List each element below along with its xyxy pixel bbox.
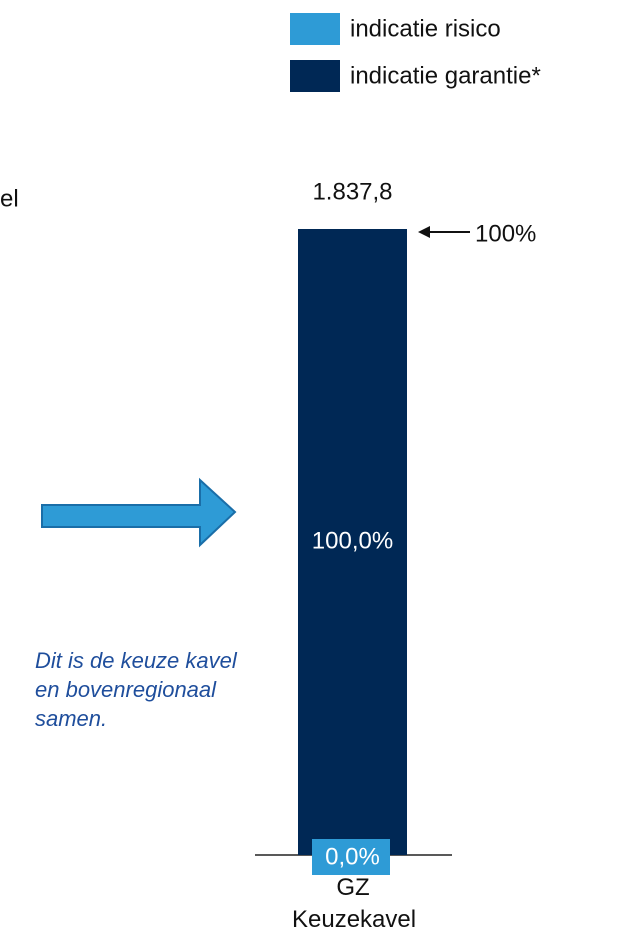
cut-text: el	[0, 185, 19, 212]
legend-label: indicatie risico	[350, 15, 501, 42]
annotation: 100%	[475, 220, 536, 247]
annotation-arrowhead	[418, 226, 430, 238]
legend-swatch	[290, 60, 340, 92]
data-label-bg	[312, 839, 390, 875]
x-tick-label: GZ Keuzekavel	[292, 874, 417, 933]
legend-swatch	[290, 13, 340, 45]
total-label: 1.837,8	[312, 178, 392, 205]
arrow-shape	[41, 477, 237, 548]
legend-label: indicatie garantie*	[350, 62, 541, 89]
data-label: 100,0%	[312, 527, 393, 554]
data-label: 0,0%	[325, 843, 380, 870]
note: Dit is de keuze kavel en bovenregionaal …	[35, 648, 237, 731]
bar-segment	[298, 229, 407, 855]
